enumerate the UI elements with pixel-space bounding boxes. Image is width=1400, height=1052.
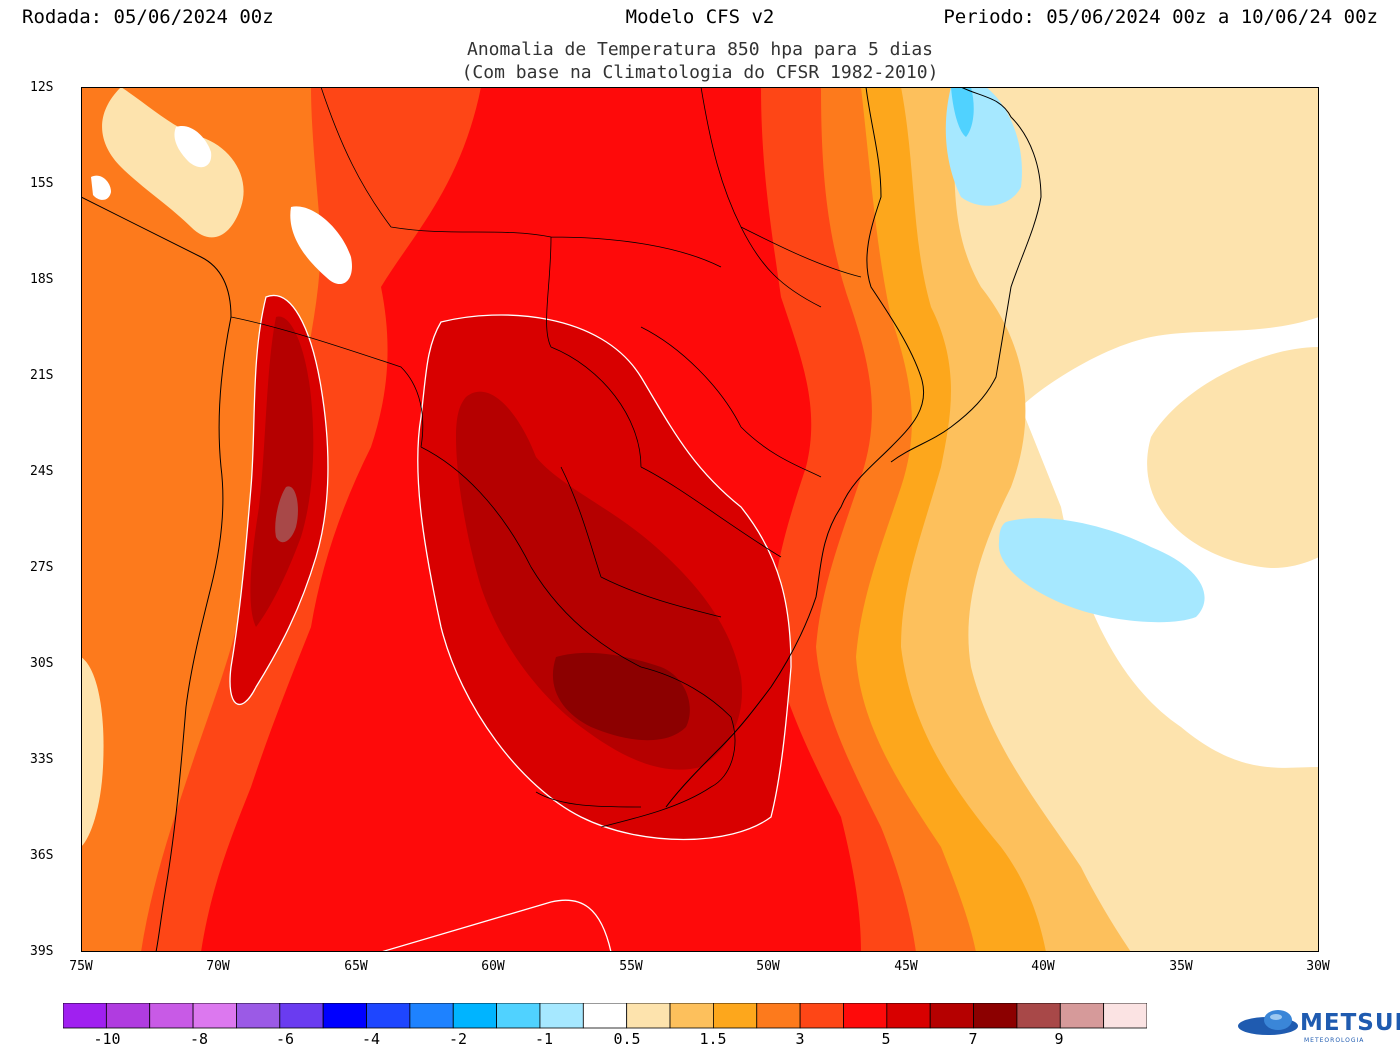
legend-swatch [63,1003,107,1029]
lat-label: 39S [30,944,54,959]
coastline [81,196,232,952]
color-legend [63,1003,1147,1029]
legend-swatch [843,1003,888,1029]
lon-label: 70W [206,959,230,974]
lon-label: 40W [1031,959,1055,974]
anomaly-patch-white-plateau [290,206,352,285]
legend-label: -10 [93,1030,121,1048]
anomaly-map [81,87,1319,952]
lat-label: 30S [30,656,54,671]
logo-tagline: METEOROLOGIA [1304,1037,1365,1044]
legend-label: -4 [361,1030,381,1048]
lon-label: 55W [619,959,643,974]
lat-label: 24S [30,464,54,479]
lon-label: 60W [481,959,505,974]
lat-label: 21S [30,368,54,383]
coastline-atlantic [665,87,925,808]
run-date-label: Rodada: 05/06/2024 00z [22,6,274,28]
anomaly-patch-white-coastal [91,175,111,200]
lon-label: 50W [756,959,780,974]
legend-swatch [582,1003,628,1029]
contour-line-south [380,899,612,952]
anomaly-patch-0.5-east [1147,347,1319,569]
anomaly-patch-9-andes [275,486,298,543]
contour-line-5 [417,314,792,841]
legend-swatch [929,1003,974,1029]
anomaly-patch-cool-south [998,518,1205,623]
legend-swatch [322,1003,367,1029]
legend-swatch [1016,1003,1061,1029]
lat-label: 27S [30,560,54,575]
legend-label: 5 [881,1030,891,1048]
border-lines [230,87,782,828]
legend-label: 9 [1054,1030,1064,1048]
lat-label: 18S [30,272,54,287]
legend-swatch [886,1003,931,1029]
legend-swatch [409,1003,454,1029]
logo-wordmark: METSUL [1300,1010,1400,1036]
metsul-logo-icon [1238,1010,1298,1035]
lon-label: 75W [69,959,93,974]
lon-label: 35W [1169,959,1193,974]
legend-label: 1.5 [699,1030,727,1048]
legend-label: -1 [534,1030,554,1048]
lat-label: 33S [30,752,54,767]
anomaly-band-chile-coast [81,657,104,847]
legend-swatch [279,1003,324,1029]
legend-swatch [1103,1003,1147,1029]
legend-swatch [496,1003,541,1029]
legend-swatch [105,1003,151,1029]
anomaly-patch-white-altiplano [174,126,212,168]
lat-label: 36S [30,848,54,863]
period-label: Periodo: 05/06/2024 00z a 10/06/24 00z [943,6,1378,28]
model-name-label: Modelo CFS v2 [625,6,775,28]
legend-swatch [756,1003,801,1029]
legend-swatch [236,1003,281,1029]
legend-swatch [539,1003,584,1029]
legend-label: 3 [795,1030,805,1048]
map-subtitle: Anomalia de Temperatura 850 hpa para 5 d… [467,39,933,60]
lat-label: 15S [30,176,54,191]
legend-label: 7 [968,1030,978,1048]
legend-swatch [452,1003,497,1029]
anomaly-patch-8-andes [250,316,314,627]
legend-swatch [1059,1003,1105,1029]
map-subtitle-climatology: (Com base na Climatologia do CFSR 1982-2… [461,62,939,83]
border-lines-2 [560,87,862,618]
legend-swatch [669,1003,714,1029]
coastline-brazil-ne [890,87,1042,463]
lon-label: 30W [1306,959,1330,974]
anomaly-patch-cool-core [951,87,974,137]
legend-swatch [799,1003,844,1029]
legend-swatch [366,1003,411,1029]
anomaly-band-9 [552,652,690,741]
legend-swatch [626,1003,671,1029]
legend-label: -8 [189,1030,209,1048]
legend-swatch [713,1003,758,1029]
legend-label: -6 [275,1030,295,1048]
anomaly-patch-white-andes [102,87,244,238]
lat-label: 12S [30,80,54,95]
lon-label: 65W [344,959,368,974]
legend-label: 0.5 [613,1030,641,1048]
legend-swatch [973,1003,1018,1029]
contour-line-andes [229,294,329,706]
legend-swatch [192,1003,237,1029]
legend-swatch [149,1003,194,1029]
legend-label: -2 [448,1030,468,1048]
lon-label: 45W [894,959,918,974]
